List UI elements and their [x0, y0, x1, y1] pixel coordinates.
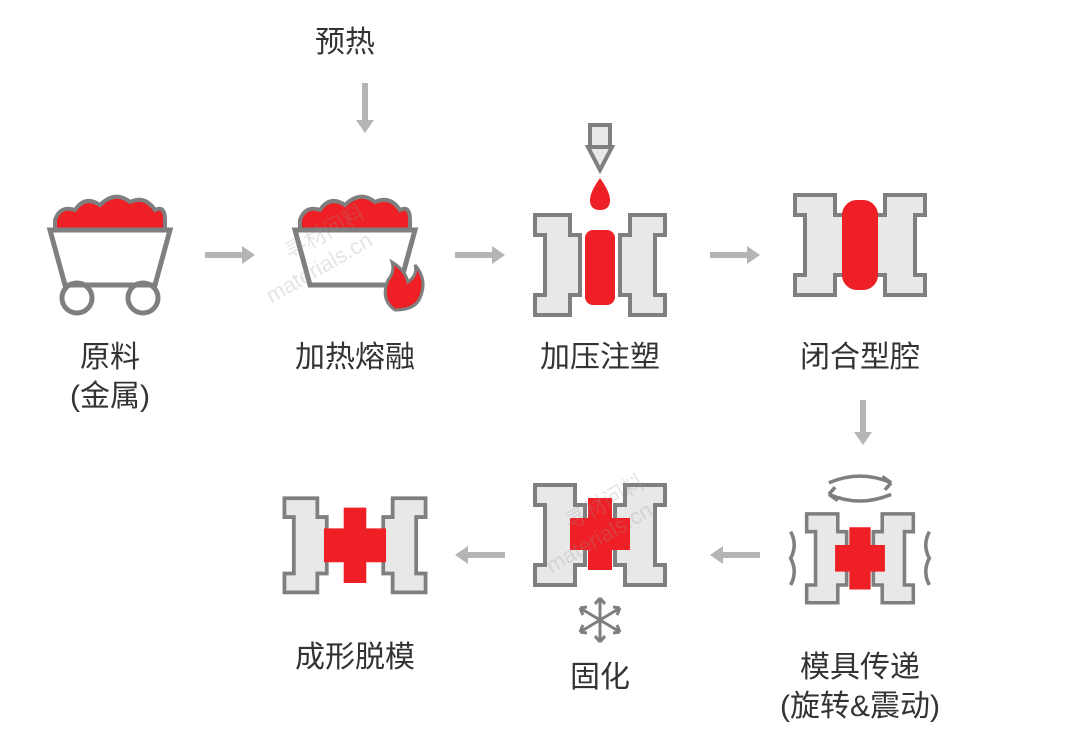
stage-melt: 加热熔融: [275, 170, 435, 377]
demold-label: 成形脱模: [295, 638, 415, 677]
arrow-right-3: [705, 240, 765, 275]
cure-label: 固化: [570, 658, 630, 697]
preheat-label-container: 预热: [315, 15, 375, 62]
close-icon: [780, 170, 940, 330]
raw-material-icon: [30, 170, 190, 330]
cure-icon: [520, 470, 680, 650]
stage-cure: 固化: [520, 470, 680, 697]
demold-icon: [275, 470, 435, 630]
stage-raw: 原料 (金属): [30, 170, 190, 416]
transfer-label: 模具传递 (旋转&震动): [780, 648, 940, 726]
stage-transfer: 模具传递 (旋转&震动): [780, 450, 940, 726]
arrow-down-preheat: [350, 78, 380, 143]
stage-demold: 成形脱模: [275, 470, 435, 677]
melt-label: 加热熔融: [295, 338, 415, 377]
arrow-right-1: [200, 240, 260, 275]
stage-inject: 加压注塑: [520, 120, 680, 377]
raw-label: 原料 (金属): [70, 338, 150, 416]
stage-close: 闭合型腔: [780, 170, 940, 377]
inject-label: 加压注塑: [540, 338, 660, 377]
preheat-label: 预热: [315, 23, 375, 62]
arrow-right-2: [450, 240, 510, 275]
arrow-left-2: [450, 540, 510, 575]
arrow-down-close: [848, 395, 878, 455]
transfer-icon: [780, 450, 940, 640]
inject-icon: [520, 120, 680, 330]
arrow-left-1: [705, 540, 765, 575]
close-label: 闭合型腔: [800, 338, 920, 377]
melt-icon: [275, 170, 435, 330]
